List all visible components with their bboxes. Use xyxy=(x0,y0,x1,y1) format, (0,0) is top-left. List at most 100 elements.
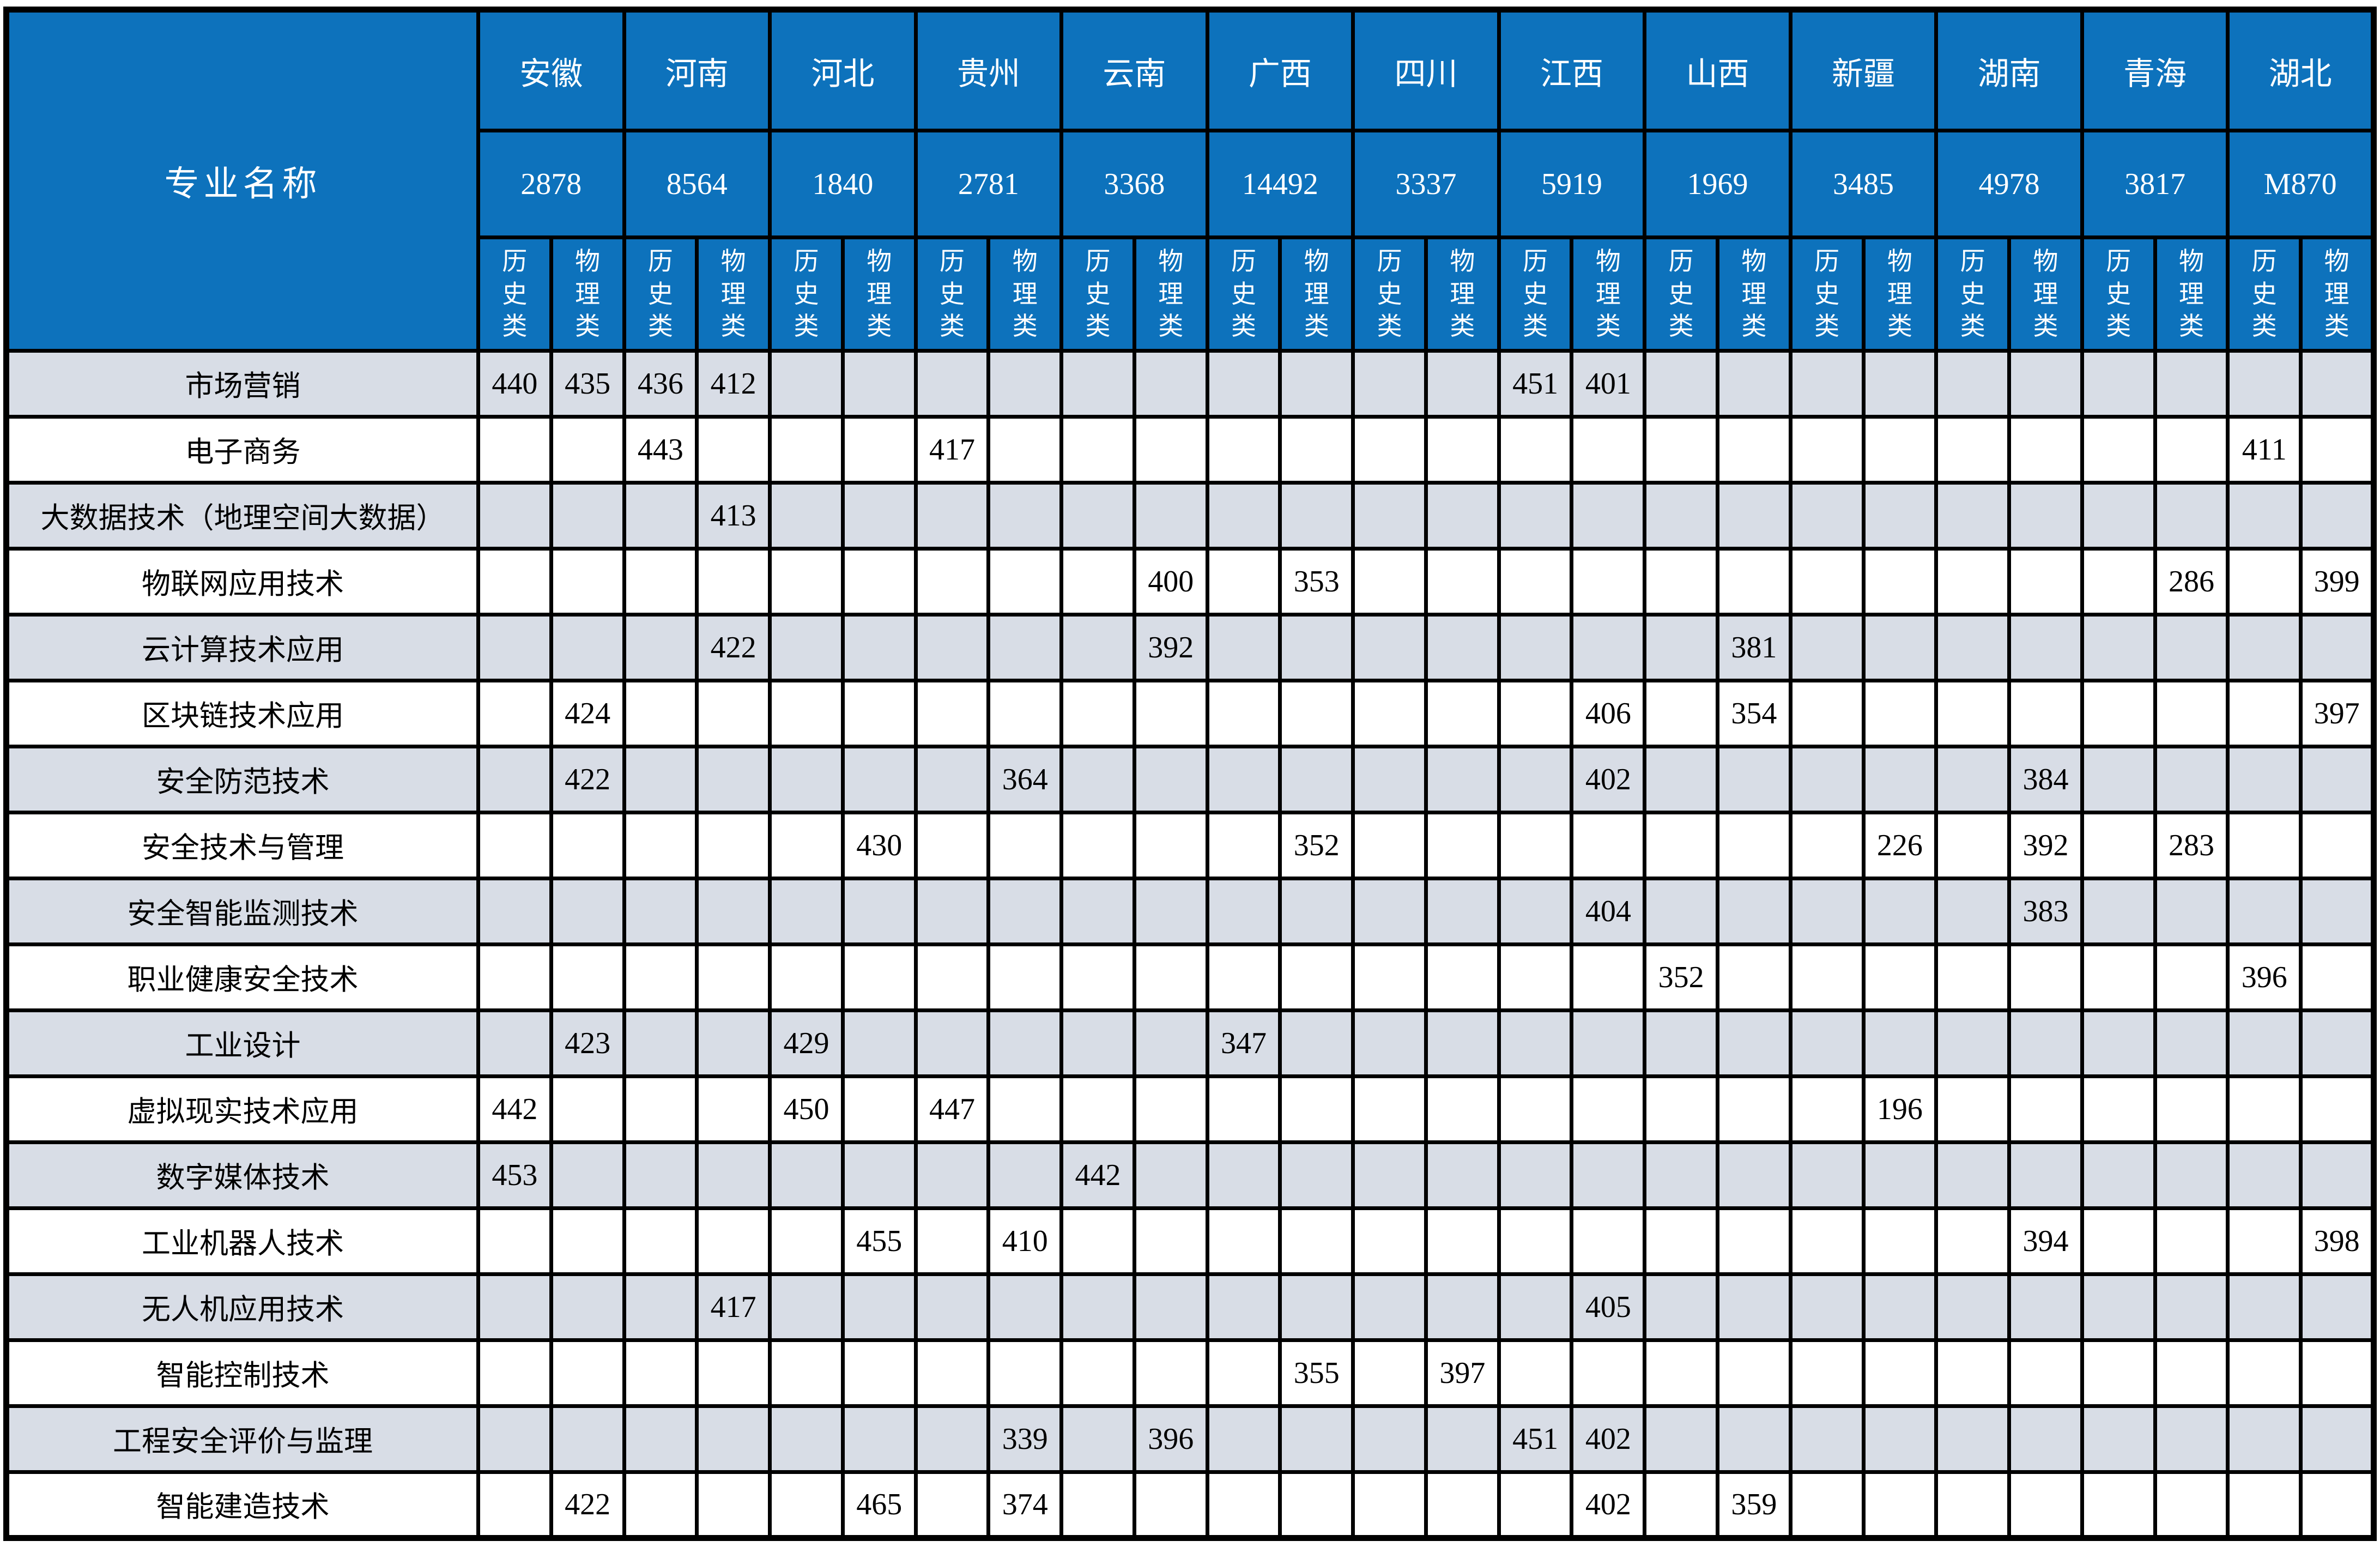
score-cell xyxy=(840,547,918,617)
score-cell xyxy=(913,1404,991,1474)
score-cell: 226 xyxy=(1861,811,1939,880)
score-cell xyxy=(1351,547,1428,617)
score-cell xyxy=(1861,942,1939,1012)
score-cell xyxy=(1934,745,2012,814)
score-cell xyxy=(2299,1470,2376,1540)
score-cell xyxy=(1643,613,1720,682)
score-cell xyxy=(695,1206,772,1276)
score-cell: 384 xyxy=(2007,745,2084,814)
score-cell xyxy=(549,415,626,485)
score-cell xyxy=(2007,1140,2084,1210)
score-cell xyxy=(2007,547,2084,617)
score-cell xyxy=(1351,1338,1428,1408)
score-cell xyxy=(1861,1206,1939,1276)
score-cell xyxy=(476,415,553,485)
score-cell xyxy=(1716,1074,1792,1144)
class-header-physics-10: 物理类 xyxy=(1861,235,1939,353)
score-cell xyxy=(913,349,991,419)
score-cell xyxy=(476,1404,553,1474)
score-cell xyxy=(622,1206,699,1276)
class-header-physics-3: 物理类 xyxy=(840,235,918,353)
score-cell xyxy=(1861,1272,1939,1342)
score-cell xyxy=(1132,1272,1209,1342)
score-cell xyxy=(1132,1140,1209,1210)
score-cell xyxy=(1788,745,1866,814)
province-header-13: 湖北 xyxy=(2226,8,2376,132)
score-cell xyxy=(913,1008,991,1078)
score-cell xyxy=(1788,1272,1866,1342)
score-cell: 396 xyxy=(2226,942,2303,1012)
score-cell xyxy=(2153,679,2230,748)
score-cell xyxy=(622,613,699,682)
score-cell xyxy=(1497,679,1574,748)
score-cell xyxy=(2299,1338,2376,1408)
score-cell xyxy=(1132,1470,1209,1540)
score-cell xyxy=(1788,613,1866,682)
score-cell xyxy=(549,877,626,946)
score-cell xyxy=(913,1470,991,1540)
province-header-7: 四川 xyxy=(1351,8,1501,132)
score-cell xyxy=(1788,1470,1866,1540)
score-cell: 410 xyxy=(986,1206,1064,1276)
table-row: 物联网应用技术 400 353 286 399 xyxy=(4,547,2376,617)
table-row: 电子商务 443 417 411 xyxy=(4,415,2376,485)
score-cell xyxy=(1934,349,2012,419)
score-cell xyxy=(1205,745,1282,814)
score-cell xyxy=(1934,679,2012,748)
score-cell xyxy=(840,942,918,1012)
score-cell: 352 xyxy=(1643,942,1720,1012)
table-row: 云计算技术应用 422 392 381 xyxy=(4,613,2376,682)
major-cell: 云计算技术应用 xyxy=(4,613,480,682)
score-cell: 412 xyxy=(695,349,772,419)
province-code-8: 5919 xyxy=(1497,129,1647,239)
score-cell xyxy=(549,1140,626,1210)
score-cell xyxy=(1570,1338,1647,1408)
score-cell xyxy=(1497,942,1574,1012)
major-cell: 智能建造技术 xyxy=(4,1470,480,1540)
score-cell xyxy=(1788,1074,1866,1144)
score-cell xyxy=(1570,1206,1647,1276)
score-cell: 430 xyxy=(840,811,918,880)
score-cell xyxy=(476,1470,553,1540)
score-cell xyxy=(476,1272,553,1342)
score-cell xyxy=(1132,415,1209,485)
score-cell: 396 xyxy=(1132,1404,1209,1474)
score-cell xyxy=(1424,877,1501,946)
header-row-class: 历史类 物理类 历史类 物理类 历史类 物理类 历史类 物理类 历史类 物理类 历史类 物理类 历史类 物… xyxy=(7,235,2376,353)
score-cell xyxy=(768,1470,845,1540)
score-cell xyxy=(476,877,553,946)
history-class-label: 历史类 xyxy=(1814,247,1840,341)
score-cell xyxy=(2226,1338,2303,1408)
score-cell xyxy=(2226,1008,2303,1078)
score-cell xyxy=(1132,811,1209,880)
score-cell xyxy=(986,1272,1064,1342)
score-cell xyxy=(2299,745,2376,814)
score-cell xyxy=(2007,1074,2084,1144)
score-cell xyxy=(2080,679,2157,748)
score-cell: 399 xyxy=(2299,547,2376,617)
score-cell xyxy=(1059,877,1136,946)
class-header-history-3: 历史类 xyxy=(768,235,845,353)
score-cell: 435 xyxy=(549,349,626,419)
score-cell xyxy=(1716,1404,1792,1474)
table-row: 虚拟现实技术应用 442 450 447 196 xyxy=(4,1074,2376,1144)
score-cell xyxy=(1934,1074,2012,1144)
major-cell: 区块链技术应用 xyxy=(4,679,480,748)
score-cell xyxy=(1861,415,1939,485)
class-header-history-8: 历史类 xyxy=(1497,235,1574,353)
score-cell xyxy=(1351,1074,1428,1144)
score-cell xyxy=(913,679,991,748)
province-code-4: 2781 xyxy=(913,129,1064,239)
score-cell xyxy=(549,1206,626,1276)
score-cell xyxy=(1059,679,1136,748)
score-cell xyxy=(2226,1074,2303,1144)
score-cell xyxy=(913,745,991,814)
score-cell xyxy=(1643,745,1720,814)
history-class-label: 历史类 xyxy=(794,247,819,341)
score-cell xyxy=(2080,349,2157,419)
score-cell: 392 xyxy=(2007,811,2084,880)
physics-class-label: 物理类 xyxy=(720,247,746,341)
score-cell xyxy=(2226,1206,2303,1276)
score-cell xyxy=(913,481,991,551)
class-header-history-12: 历史类 xyxy=(2080,235,2157,353)
